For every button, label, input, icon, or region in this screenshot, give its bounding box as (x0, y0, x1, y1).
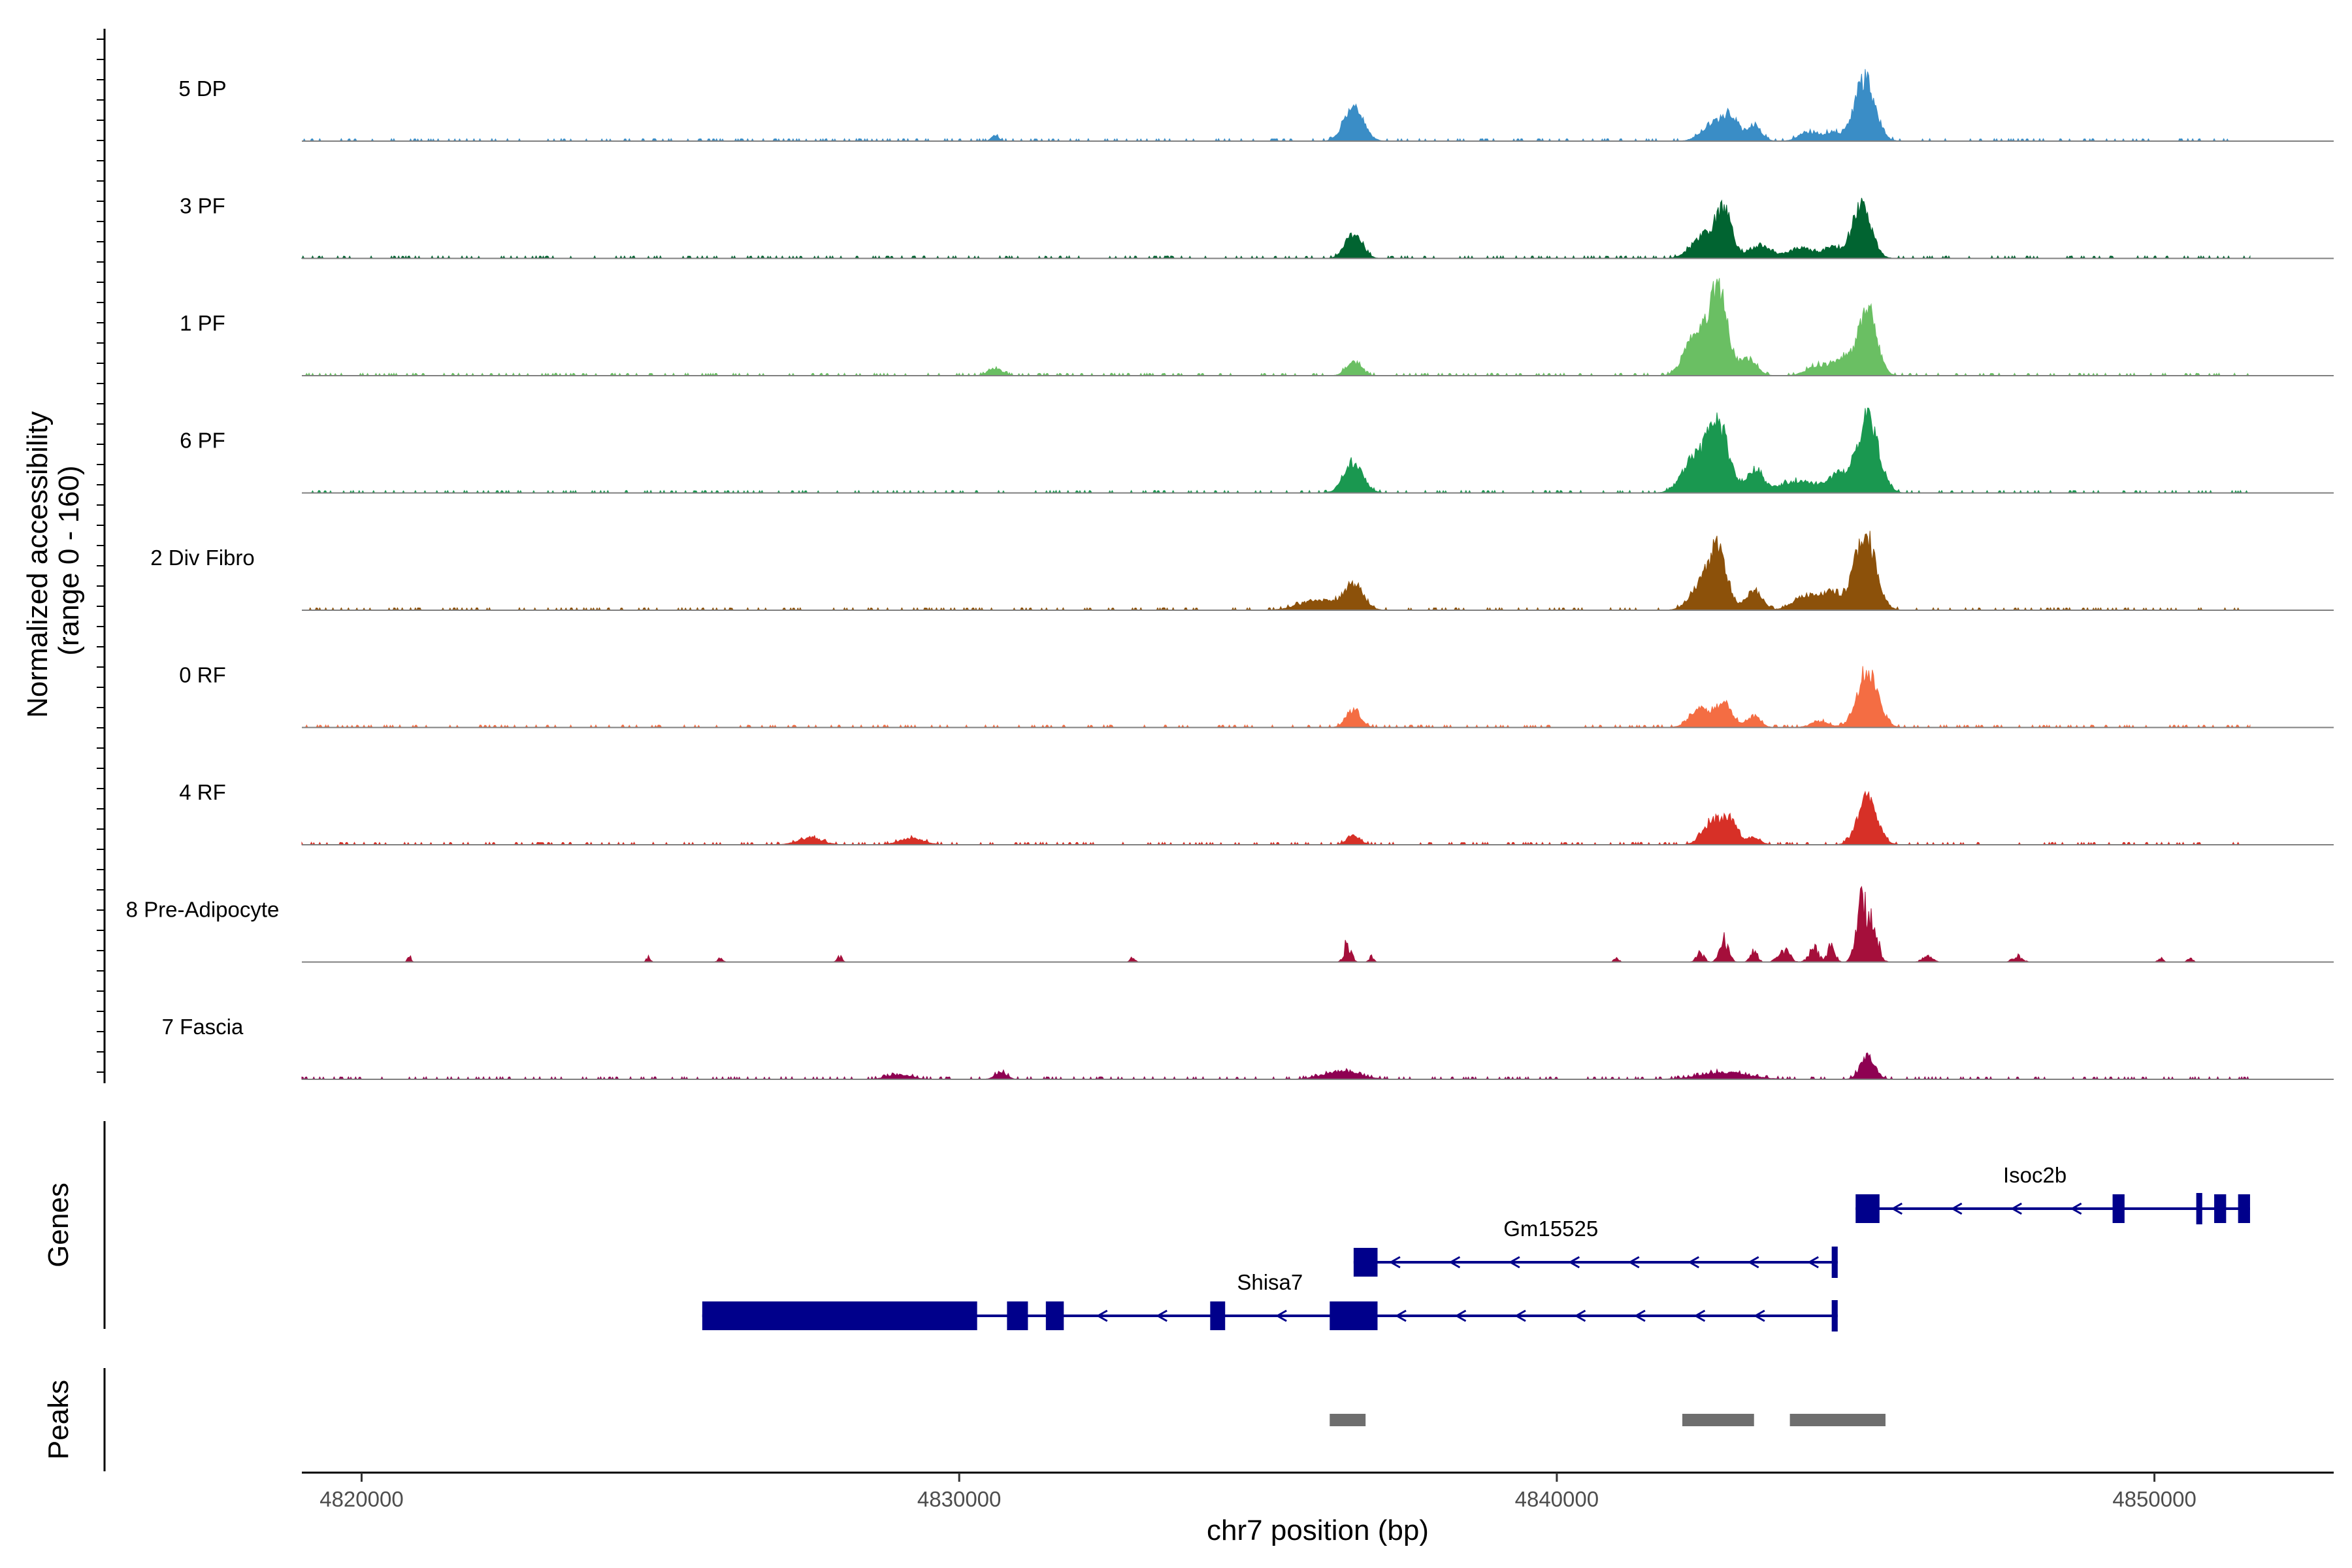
track-label: 6 PF (180, 429, 225, 453)
coverage-area-2-div-fibro (302, 531, 2250, 612)
strand-arrow (1508, 1256, 1520, 1269)
track-7-fascia: 7 Fascia (162, 1015, 2334, 1081)
peak-regions (1330, 1414, 1886, 1426)
x-axis-title: chr7 position (bp) (1207, 1514, 1429, 1546)
gene-label: Shisa7 (1237, 1270, 1303, 1294)
genes-panel: Genes Isoc2b Gm15525 Shisa7 (42, 1121, 2250, 1331)
coverage-area-6-pf (302, 407, 2250, 494)
gene-exon (1831, 1247, 1838, 1278)
x-tick-label: 4840000 (1515, 1487, 1599, 1511)
x-axis-ticks: 4820000 4830000 4840000 4850000 (319, 1473, 2197, 1511)
track-1-pf: 1 PF (180, 278, 2334, 377)
gene-exon (1007, 1301, 1028, 1330)
coverage-area-0-rf (302, 666, 2251, 728)
peak-region (1682, 1414, 1754, 1426)
y-axis-title-line-1: Normalized accessibility (22, 411, 54, 717)
gene-exon (1855, 1194, 1880, 1223)
coverage-area-3-pf (301, 197, 2251, 259)
track-6-pf: 6 PF (180, 407, 2334, 494)
strand-arrow (1753, 1309, 1765, 1322)
strand-arrow (1096, 1309, 1108, 1322)
strand-arrow (1448, 1256, 1461, 1269)
strand-arrow (1275, 1309, 1287, 1322)
track-0-rf: 0 RF (179, 663, 2334, 728)
strand-arrow (1693, 1309, 1706, 1322)
x-axis: 4820000 4830000 4840000 4850000 chr7 positi… (302, 1471, 2334, 1546)
strand-arrow (1633, 1309, 1646, 1322)
peaks-panel: Peaks (42, 1368, 1886, 1471)
strand-arrow (1568, 1256, 1580, 1269)
gene-label: Gm15525 (1503, 1217, 1598, 1241)
track-label: 1 PF (180, 311, 225, 335)
gene-exon (1353, 1248, 1378, 1277)
strand-arrow (1688, 1256, 1700, 1269)
gene-exon (1210, 1301, 1226, 1330)
gene-exon (2112, 1194, 2125, 1223)
track-4-rf: 4 RF (179, 780, 2334, 846)
strand-arrow (1627, 1256, 1640, 1269)
x-tick-label: 4820000 (319, 1487, 403, 1511)
y-axis-title: Normalized accessibility (range 0 - 160) (22, 403, 85, 718)
gene-label: Isoc2b (2003, 1163, 2066, 1187)
coverage-area-5-dp (302, 69, 2250, 142)
track-label: 7 Fascia (162, 1015, 244, 1039)
strand-arrow (1807, 1256, 1819, 1269)
coverage-area-8-pre-adipocyte (302, 885, 2250, 962)
strand-arrow (1891, 1202, 1903, 1215)
strand-arrow (1574, 1309, 1586, 1322)
track-5-dp: 5 DP (178, 69, 2334, 142)
gene-gm15525: Gm15525 (1353, 1217, 1838, 1278)
strand-arrow (2010, 1202, 2022, 1215)
strand-arrow (1395, 1309, 1407, 1322)
track-label: 3 PF (180, 194, 225, 218)
x-tick-label: 4830000 (917, 1487, 1001, 1511)
strand-arrow (1388, 1256, 1401, 1269)
coverage-area-7-fascia (301, 1052, 2250, 1081)
track-label: 0 RF (179, 663, 226, 687)
strand-arrow (1950, 1202, 1963, 1215)
track-label: 4 RF (179, 780, 226, 804)
coverage-area-1-pf (302, 278, 2250, 377)
strand-arrow (1454, 1309, 1467, 1322)
track-label: 5 DP (178, 76, 226, 101)
gene-isoc2b: Isoc2b (1855, 1163, 2250, 1224)
gene-shisa7: Shisa7 (702, 1270, 1838, 1331)
strand-arrow (1747, 1256, 1759, 1269)
coverage-y-ticks (97, 39, 105, 1073)
track-label: 8 Pre-Adipocyte (126, 898, 280, 922)
gene-exon (1831, 1300, 1838, 1331)
coverage-tracks: 5 DP 3 PF 1 PF 6 PF 2 Div Fibro 0 RF 4 RF 8 Pre… (126, 69, 2334, 1081)
genes-panel-title: Genes (42, 1183, 74, 1267)
peak-region (1789, 1414, 1886, 1426)
x-tick-label: 4850000 (2112, 1487, 2196, 1511)
gene-models: Isoc2b Gm15525 Shisa7 (702, 1163, 2250, 1331)
strand-arrow (2070, 1202, 2082, 1215)
gene-exon (2214, 1194, 2227, 1223)
track-2-div-fibro: 2 Div Fibro (150, 531, 2334, 612)
gene-exon (2238, 1194, 2250, 1223)
gene-exon (1045, 1301, 1064, 1330)
peaks-panel-title: Peaks (42, 1380, 74, 1460)
coverage-y-axis: Normalized accessibility (range 0 - 160) (22, 29, 106, 1083)
gene-exon (1330, 1301, 1378, 1330)
track-label: 2 Div Fibro (150, 546, 255, 570)
gene-exon (2196, 1193, 2202, 1224)
strand-arrow (1514, 1309, 1526, 1322)
coverage-area-4-rf (301, 791, 2250, 846)
gene-exon (702, 1301, 977, 1330)
strand-arrow (1156, 1309, 1168, 1322)
peak-region (1330, 1414, 1366, 1426)
y-axis-title-line-2: (range 0 - 160) (53, 465, 85, 655)
track-3-pf: 3 PF (180, 194, 2334, 259)
track-8-pre-adipocyte: 8 Pre-Adipocyte (126, 885, 2334, 963)
